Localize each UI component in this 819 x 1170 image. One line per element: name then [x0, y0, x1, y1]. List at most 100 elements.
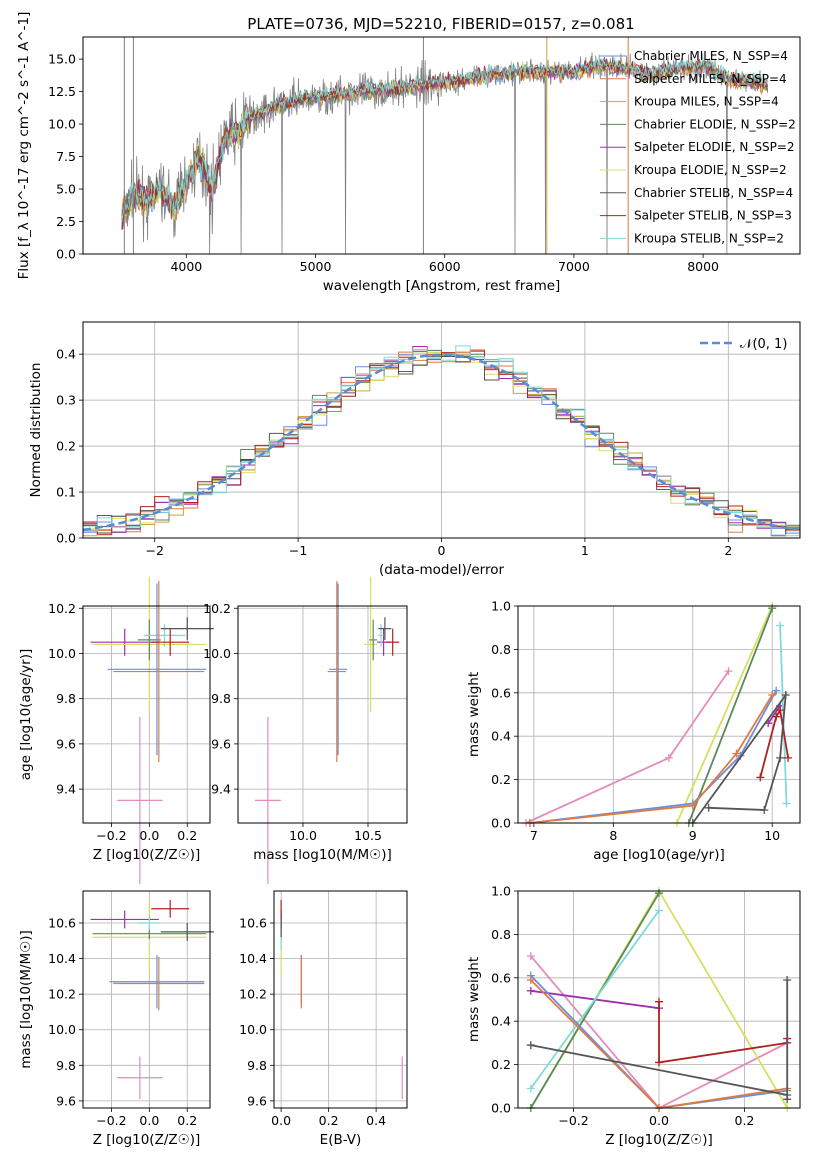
- error-bar-point: [378, 617, 392, 640]
- mass-weight-line: [529, 690, 777, 824]
- error-bar-point: [143, 624, 186, 647]
- y-axis-label: Normed distribution: [28, 363, 44, 498]
- y-tick-label: 9.4: [211, 782, 231, 797]
- error-bar-point: [254, 716, 281, 885]
- y-axis-label: Flux [f_λ 10^-17 erg cm^-2 s^-1 A^-1]: [16, 12, 32, 280]
- error-bar-point: [113, 581, 205, 762]
- y-tick-label: 0.8: [491, 927, 511, 942]
- axes-frame: [82, 890, 211, 1109]
- error-bar-point: [137, 915, 161, 931]
- plus-marker: [776, 706, 785, 715]
- y-tick-label: 10.4: [239, 951, 267, 966]
- y-axis-label: mass weight: [466, 957, 482, 1042]
- x-tick-label: 2: [724, 543, 732, 558]
- y-axis-label: mass [log10(M/M☉)]: [18, 930, 34, 1069]
- legend-entry-label: Kroupa MILES, N_SSP=4: [634, 95, 779, 109]
- plus-marker: [784, 753, 793, 762]
- plus-marker: [772, 686, 781, 695]
- x-axis-label: wavelength [Angstrom, rest frame]: [323, 278, 561, 294]
- plus-marker: [655, 997, 663, 1006]
- mass-vs-ebv-panel: 0.0 0.2 0.4 9.6 9.8 10.0 10.2 10.4 10.6 E(B-V): [239, 890, 408, 1148]
- x-tick-label: −0.2: [96, 1113, 126, 1128]
- x-tick-label: 10.0: [289, 828, 317, 843]
- y-tick-label: 9.8: [56, 1058, 76, 1073]
- normal-curve-line: [82, 353, 798, 532]
- mass-weight-line: [530, 980, 789, 1100]
- legend-entry-label: 𝒩(0, 1): [740, 337, 787, 352]
- y-tick-label: 9.8: [56, 691, 76, 706]
- mass-weight-line: [767, 705, 781, 724]
- plus-marker: [704, 803, 713, 812]
- x-tick-label: 8000: [687, 259, 719, 274]
- y-tick-label: 0.3: [56, 393, 76, 408]
- residual-histogram-line: [83, 345, 800, 537]
- y-tick-label: 10.2: [48, 987, 76, 1002]
- plus-marker: [782, 799, 791, 808]
- x-axis-label: (data-model)/error: [379, 562, 505, 578]
- mass-weight-line: [687, 607, 774, 824]
- y-tick-label: 10.0: [48, 1022, 76, 1037]
- residual-histogram-panel: −2 −1 0 1 2 0.0 0.1 0.2 0.3 0.4 (data-model)/error…: [28, 321, 801, 578]
- error-bar-point: [160, 923, 214, 941]
- legend-entry-label: Kroupa ELODIE, N_SSP=2: [634, 163, 787, 177]
- mass-weight-line: [529, 694, 773, 824]
- legend-entry-label: Chabrier ELODIE, N_SSP=2: [634, 117, 796, 131]
- error-bar-point: [117, 716, 163, 885]
- error-bar-point: [160, 617, 214, 640]
- spectrum-panel: 4000 5000 6000 7000 8000 0.0 2.5 5.0 7.5 10.0 12.5…: [16, 12, 801, 294]
- legend-entry-label: Chabrier MILES, N_SSP=4: [634, 49, 788, 63]
- y-axis-label: mass weight: [466, 672, 482, 757]
- plus-marker: [732, 749, 741, 758]
- plus-marker: [526, 986, 535, 995]
- y-tick-label: 0.6: [491, 685, 511, 700]
- y-tick-label: 10.0: [48, 646, 76, 661]
- error-bar-point: [386, 628, 400, 656]
- x-axis-label: Z [log10(Z/Z☉)]: [93, 847, 201, 863]
- mass-weight-vs-age-panel: 7 8 9 10 0.0 0.2 0.4 0.6 0.8 1.0 age [log10(age/yr…: [466, 599, 801, 863]
- x-tick-label: 4000: [170, 259, 202, 274]
- y-tick-label: 10.0: [48, 117, 76, 132]
- plus-marker: [783, 975, 792, 984]
- error-bar-point: [107, 583, 207, 756]
- x-tick-label: 0.2: [177, 1113, 197, 1128]
- error-bar-point: [113, 956, 205, 1011]
- x-tick-label: 0.2: [177, 828, 197, 843]
- error-bar-point: [90, 910, 159, 929]
- legend-entry-label: Kroupa STELIB, N_SSP=2: [634, 231, 784, 245]
- plus-marker: [776, 753, 785, 762]
- error-bar-point: [151, 899, 190, 918]
- error-bar-point: [151, 628, 190, 656]
- x-tick-label: 0.0: [139, 1113, 159, 1128]
- y-tick-label: 10.2: [203, 601, 231, 616]
- y-tick-label: 0.2: [491, 1057, 511, 1072]
- plus-marker: [760, 805, 769, 814]
- y-tick-label: 2.5: [56, 214, 76, 229]
- error-bar-point: [364, 576, 378, 713]
- axes-frame: [82, 605, 211, 824]
- y-axis-label: age [log10(age/yr)]: [18, 649, 34, 781]
- plus-marker: [783, 1095, 792, 1104]
- x-tick-label: 0.0: [139, 828, 159, 843]
- mass-weight-line: [759, 707, 789, 778]
- y-tick-label: 9.6: [211, 736, 231, 751]
- x-tick-label: 0.0: [649, 1113, 669, 1128]
- x-axis-label: Z [log10(Z/Z☉)]: [605, 1132, 713, 1148]
- y-tick-label: 10.2: [48, 601, 76, 616]
- x-tick-label: −2: [145, 543, 163, 558]
- x-tick-label: 0.4: [366, 1113, 386, 1128]
- legend-entry-label: Salpeter ELODIE, N_SSP=2: [634, 140, 795, 154]
- x-tick-label: 1: [581, 543, 589, 558]
- x-tick-label: 5000: [300, 259, 332, 274]
- y-tick-label: 0.0: [491, 1101, 511, 1116]
- x-axis-label: mass [log10(M/M☉)]: [253, 847, 392, 863]
- plus-marker: [756, 773, 765, 782]
- axes-frame: [82, 36, 801, 255]
- y-tick-label: 0.0: [56, 531, 76, 546]
- age-vs-mass-panel: 10.0 10.5 9.4 9.6 9.8 10.0 10.2 mass [log10(M/M…: [203, 576, 408, 885]
- x-axis-label: Z [log10(Z/Z☉)]: [93, 1132, 201, 1148]
- x-tick-label: 10.5: [354, 828, 382, 843]
- y-tick-label: 10.4: [48, 951, 76, 966]
- x-axis-label: age [log10(age/yr)]: [593, 847, 725, 863]
- spectrum-legend: Chabrier MILES, N_SSP=4 Salpeter MILES, N…: [600, 49, 796, 245]
- y-tick-label: 7.5: [56, 149, 76, 164]
